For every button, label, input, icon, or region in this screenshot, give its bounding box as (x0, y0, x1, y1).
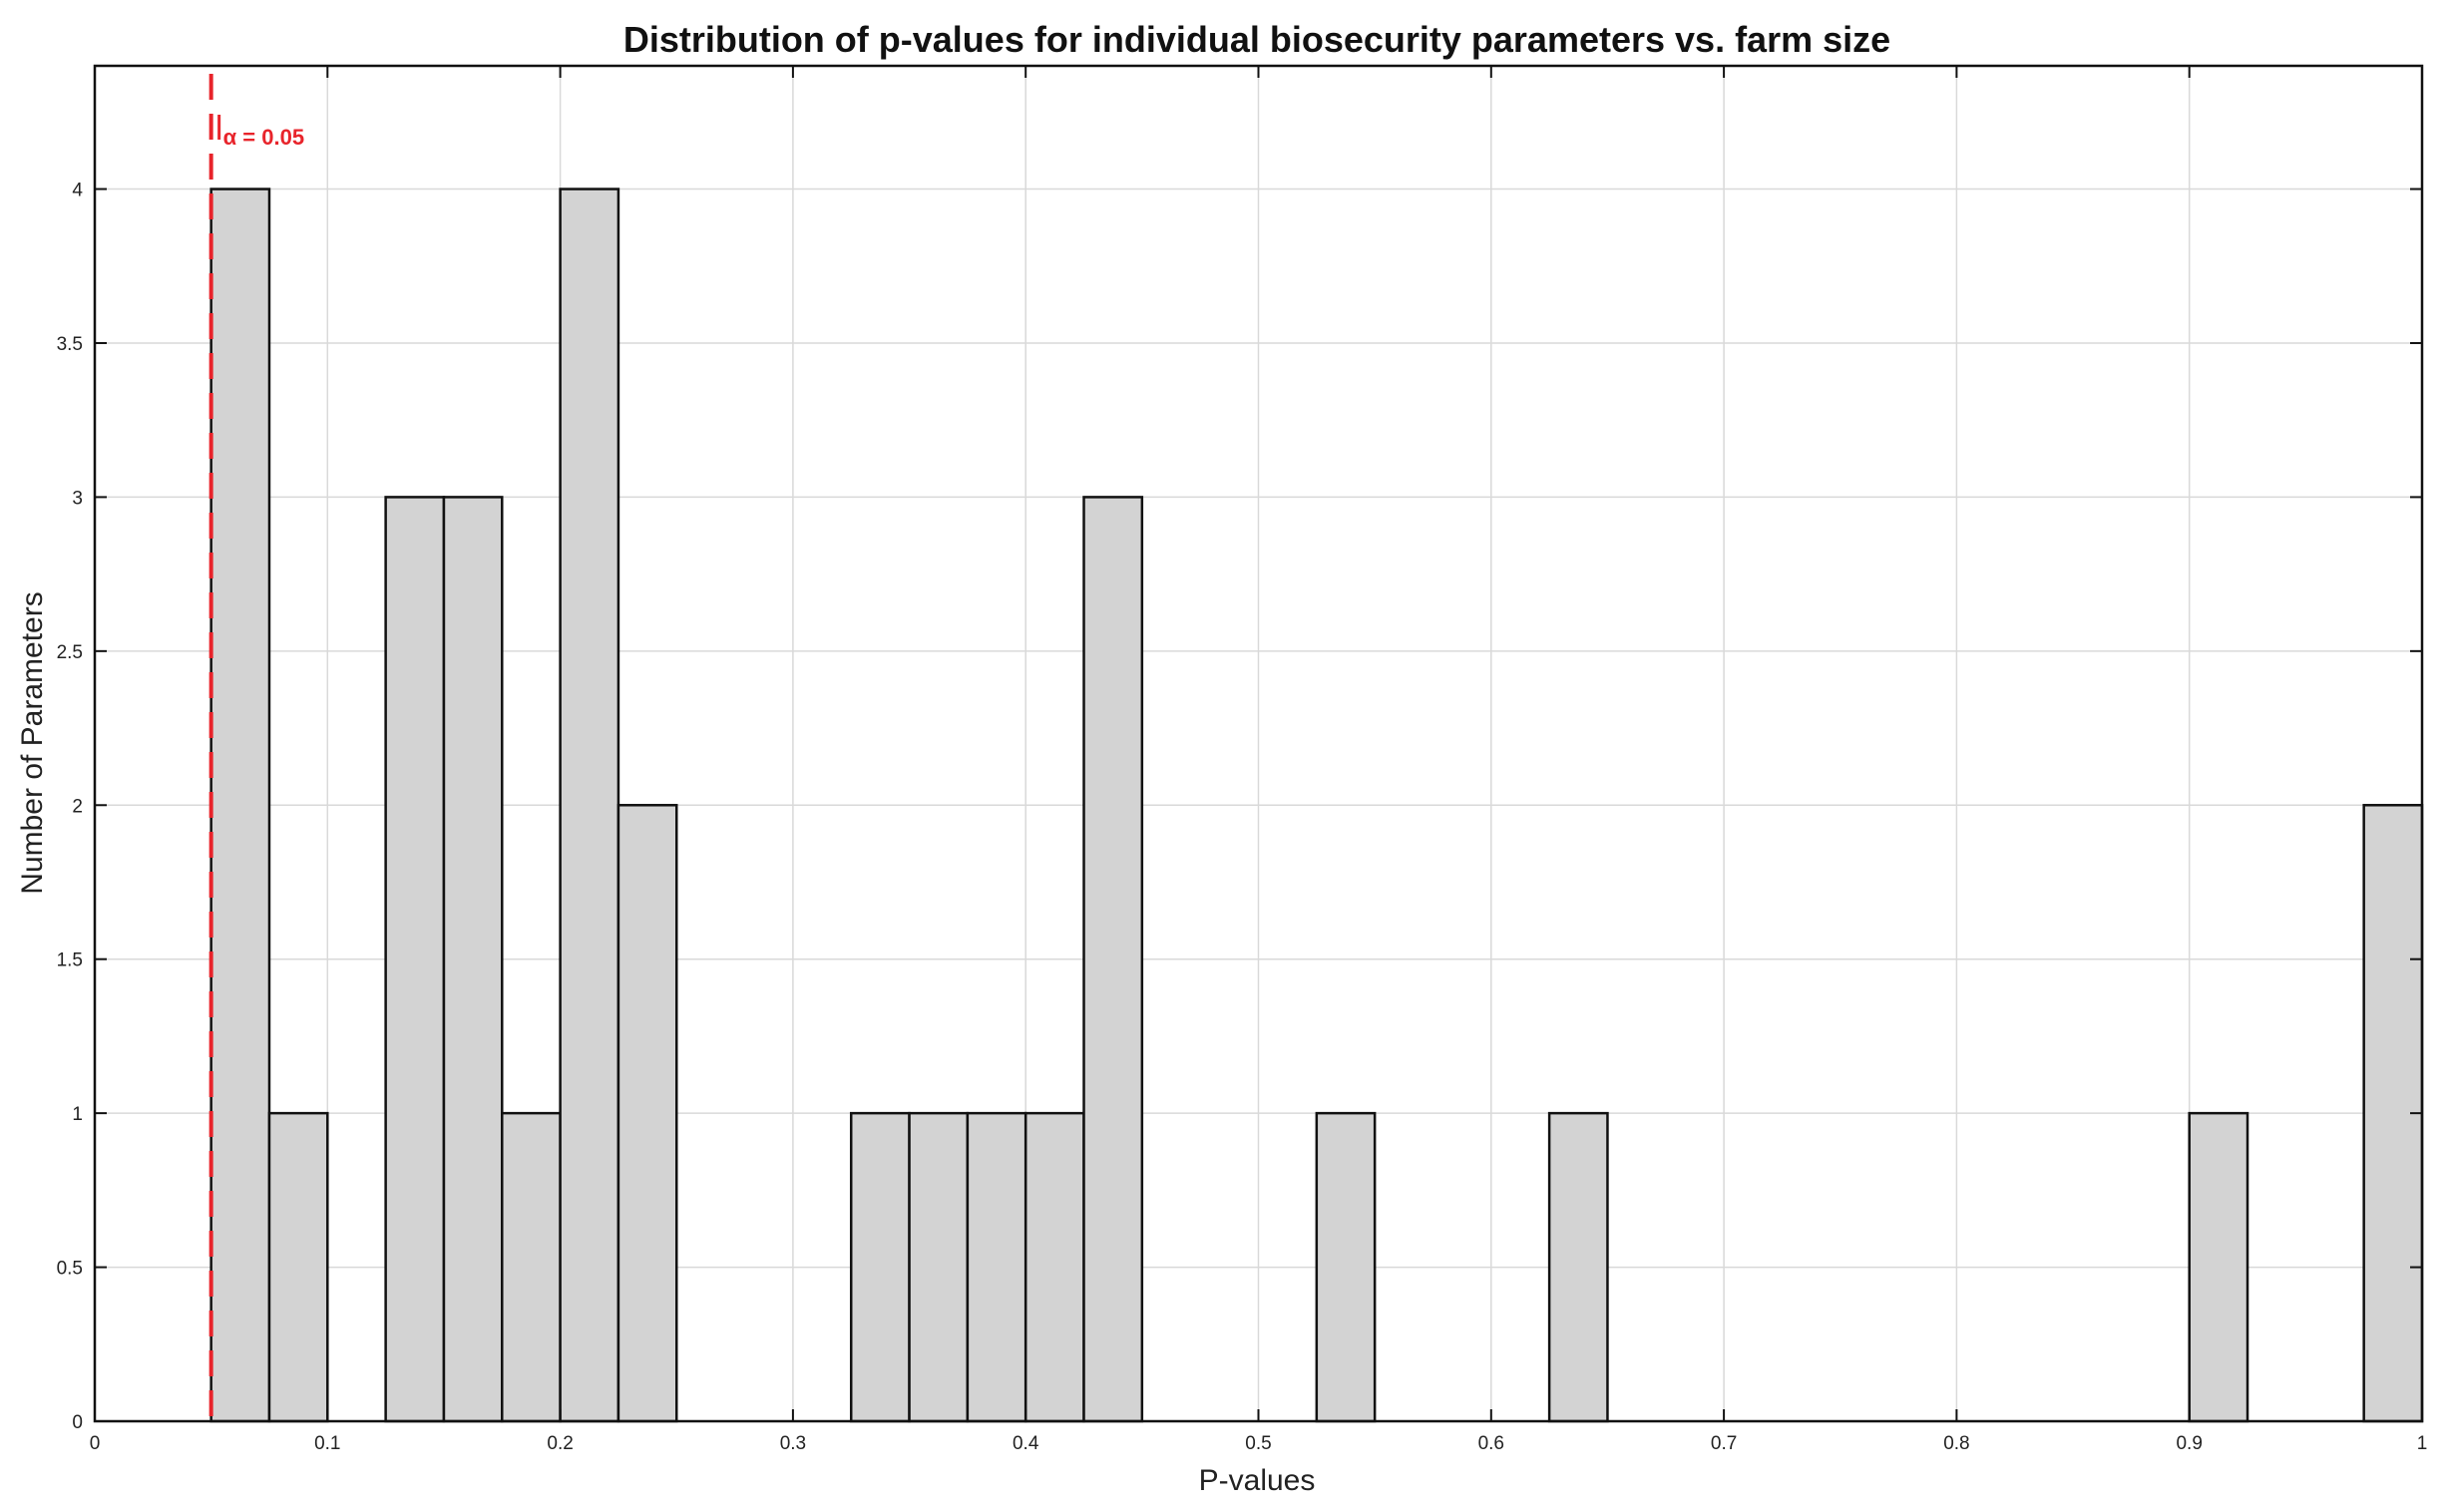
x-axis-label: P-values (1199, 1464, 1316, 1497)
alpha-threshold-label: α = 0.05 (223, 125, 304, 150)
y-tick-label: 0.5 (57, 1259, 83, 1280)
x-tick-label: 0.2 (547, 1433, 573, 1454)
x-tick-label: 0.6 (1478, 1433, 1504, 1454)
x-tick-label: 0.7 (1711, 1433, 1737, 1454)
histogram-bar (1547, 1111, 1609, 1423)
x-axis-ticks: 0 0.1 0.2 0.3 0.4 0.5 0.6 0.7 0.8 0.9 1 (90, 66, 2428, 1454)
histogram-bar (908, 1111, 970, 1423)
x-tick-label: 0.8 (1943, 1433, 1969, 1454)
histogram-bar (559, 188, 620, 1423)
y-tick-label: 1.5 (57, 950, 83, 971)
histogram-bar (384, 496, 446, 1423)
histogram-bars (209, 188, 2424, 1423)
y-tick-label: 3.5 (57, 334, 83, 355)
histogram-bar (442, 496, 504, 1423)
histogram-bar (616, 804, 678, 1423)
x-tick-label: 0.1 (314, 1433, 340, 1454)
x-tick-label: 0.5 (1245, 1433, 1271, 1454)
histogram-bar (267, 1111, 329, 1423)
y-tick-label: 0 (72, 1412, 83, 1433)
x-tick-label: 0.4 (1013, 1433, 1039, 1454)
x-tick-label: 0.9 (2176, 1433, 2202, 1454)
y-tick-label: 4 (72, 181, 83, 201)
chart-title: Distribution of p-values for individual … (623, 19, 1890, 60)
histogram-bar (209, 188, 271, 1423)
y-axis-ticks: 0 0.5 1 1.5 2 2.5 3 3.5 4 (57, 181, 2422, 1433)
histogram-bar (1023, 1111, 1085, 1423)
y-tick-label: 2.5 (57, 642, 83, 663)
histogram-bar (2188, 1111, 2249, 1423)
histogram-bar (501, 1111, 562, 1423)
y-tick-label: 1 (72, 1104, 83, 1125)
y-tick-label: 3 (72, 488, 83, 509)
histogram-bar (966, 1111, 1027, 1423)
y-tick-label: 2 (72, 796, 83, 817)
histogram-bar (1315, 1111, 1377, 1423)
histogram-bar (849, 1111, 911, 1423)
x-tick-label: 1 (2417, 1433, 2428, 1454)
histogram-bar (1082, 496, 1144, 1423)
alpha-threshold: α = 0.05 (208, 74, 304, 1421)
y-axis-label: Number of Parameters (16, 591, 49, 894)
x-tick-label: 0 (90, 1433, 101, 1454)
x-tick-label: 0.3 (780, 1433, 806, 1454)
